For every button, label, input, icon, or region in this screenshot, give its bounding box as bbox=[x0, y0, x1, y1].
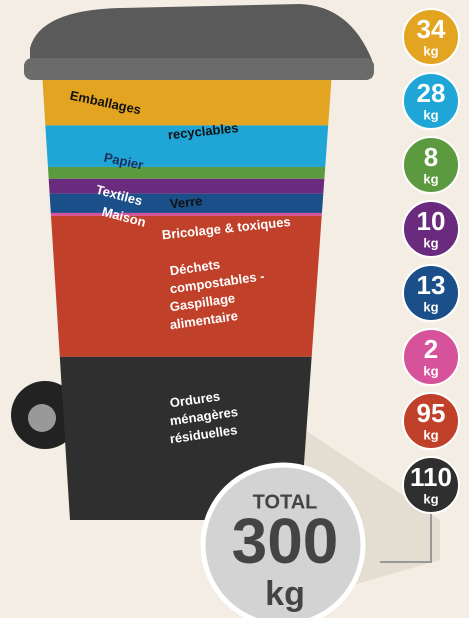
wheel-hub bbox=[28, 404, 56, 432]
bubble-value: 34 bbox=[417, 14, 446, 44]
bubble-unit: kg bbox=[423, 171, 438, 186]
bin-layer bbox=[0, 213, 400, 216]
total-unit: kg bbox=[265, 575, 305, 613]
bin-layer bbox=[0, 75, 400, 125]
bubble-unit: kg bbox=[423, 43, 438, 58]
total-value: 300 bbox=[232, 505, 339, 577]
bubble-unit: kg bbox=[423, 299, 438, 314]
bin-layer bbox=[0, 167, 400, 179]
bubble-unit: kg bbox=[423, 107, 438, 122]
bin-layer bbox=[0, 179, 400, 194]
bubble-value: 95 bbox=[417, 398, 446, 428]
bubble-value: 10 bbox=[417, 206, 446, 236]
bubble-value: 13 bbox=[417, 270, 446, 300]
infographic: EmballagesrecyclablesPapierVerreTextiles… bbox=[0, 0, 469, 618]
bubble-unit: kg bbox=[423, 363, 438, 378]
bubble-unit: kg bbox=[423, 491, 438, 506]
bubble-value: 8 bbox=[424, 142, 438, 172]
bubble-value: 110 bbox=[410, 462, 452, 492]
bubble-value: 2 bbox=[424, 334, 438, 364]
bubble-value: 28 bbox=[417, 78, 446, 108]
bubble-unit: kg bbox=[423, 427, 438, 442]
lid-rim bbox=[24, 58, 374, 80]
bubble-unit: kg bbox=[423, 235, 438, 250]
